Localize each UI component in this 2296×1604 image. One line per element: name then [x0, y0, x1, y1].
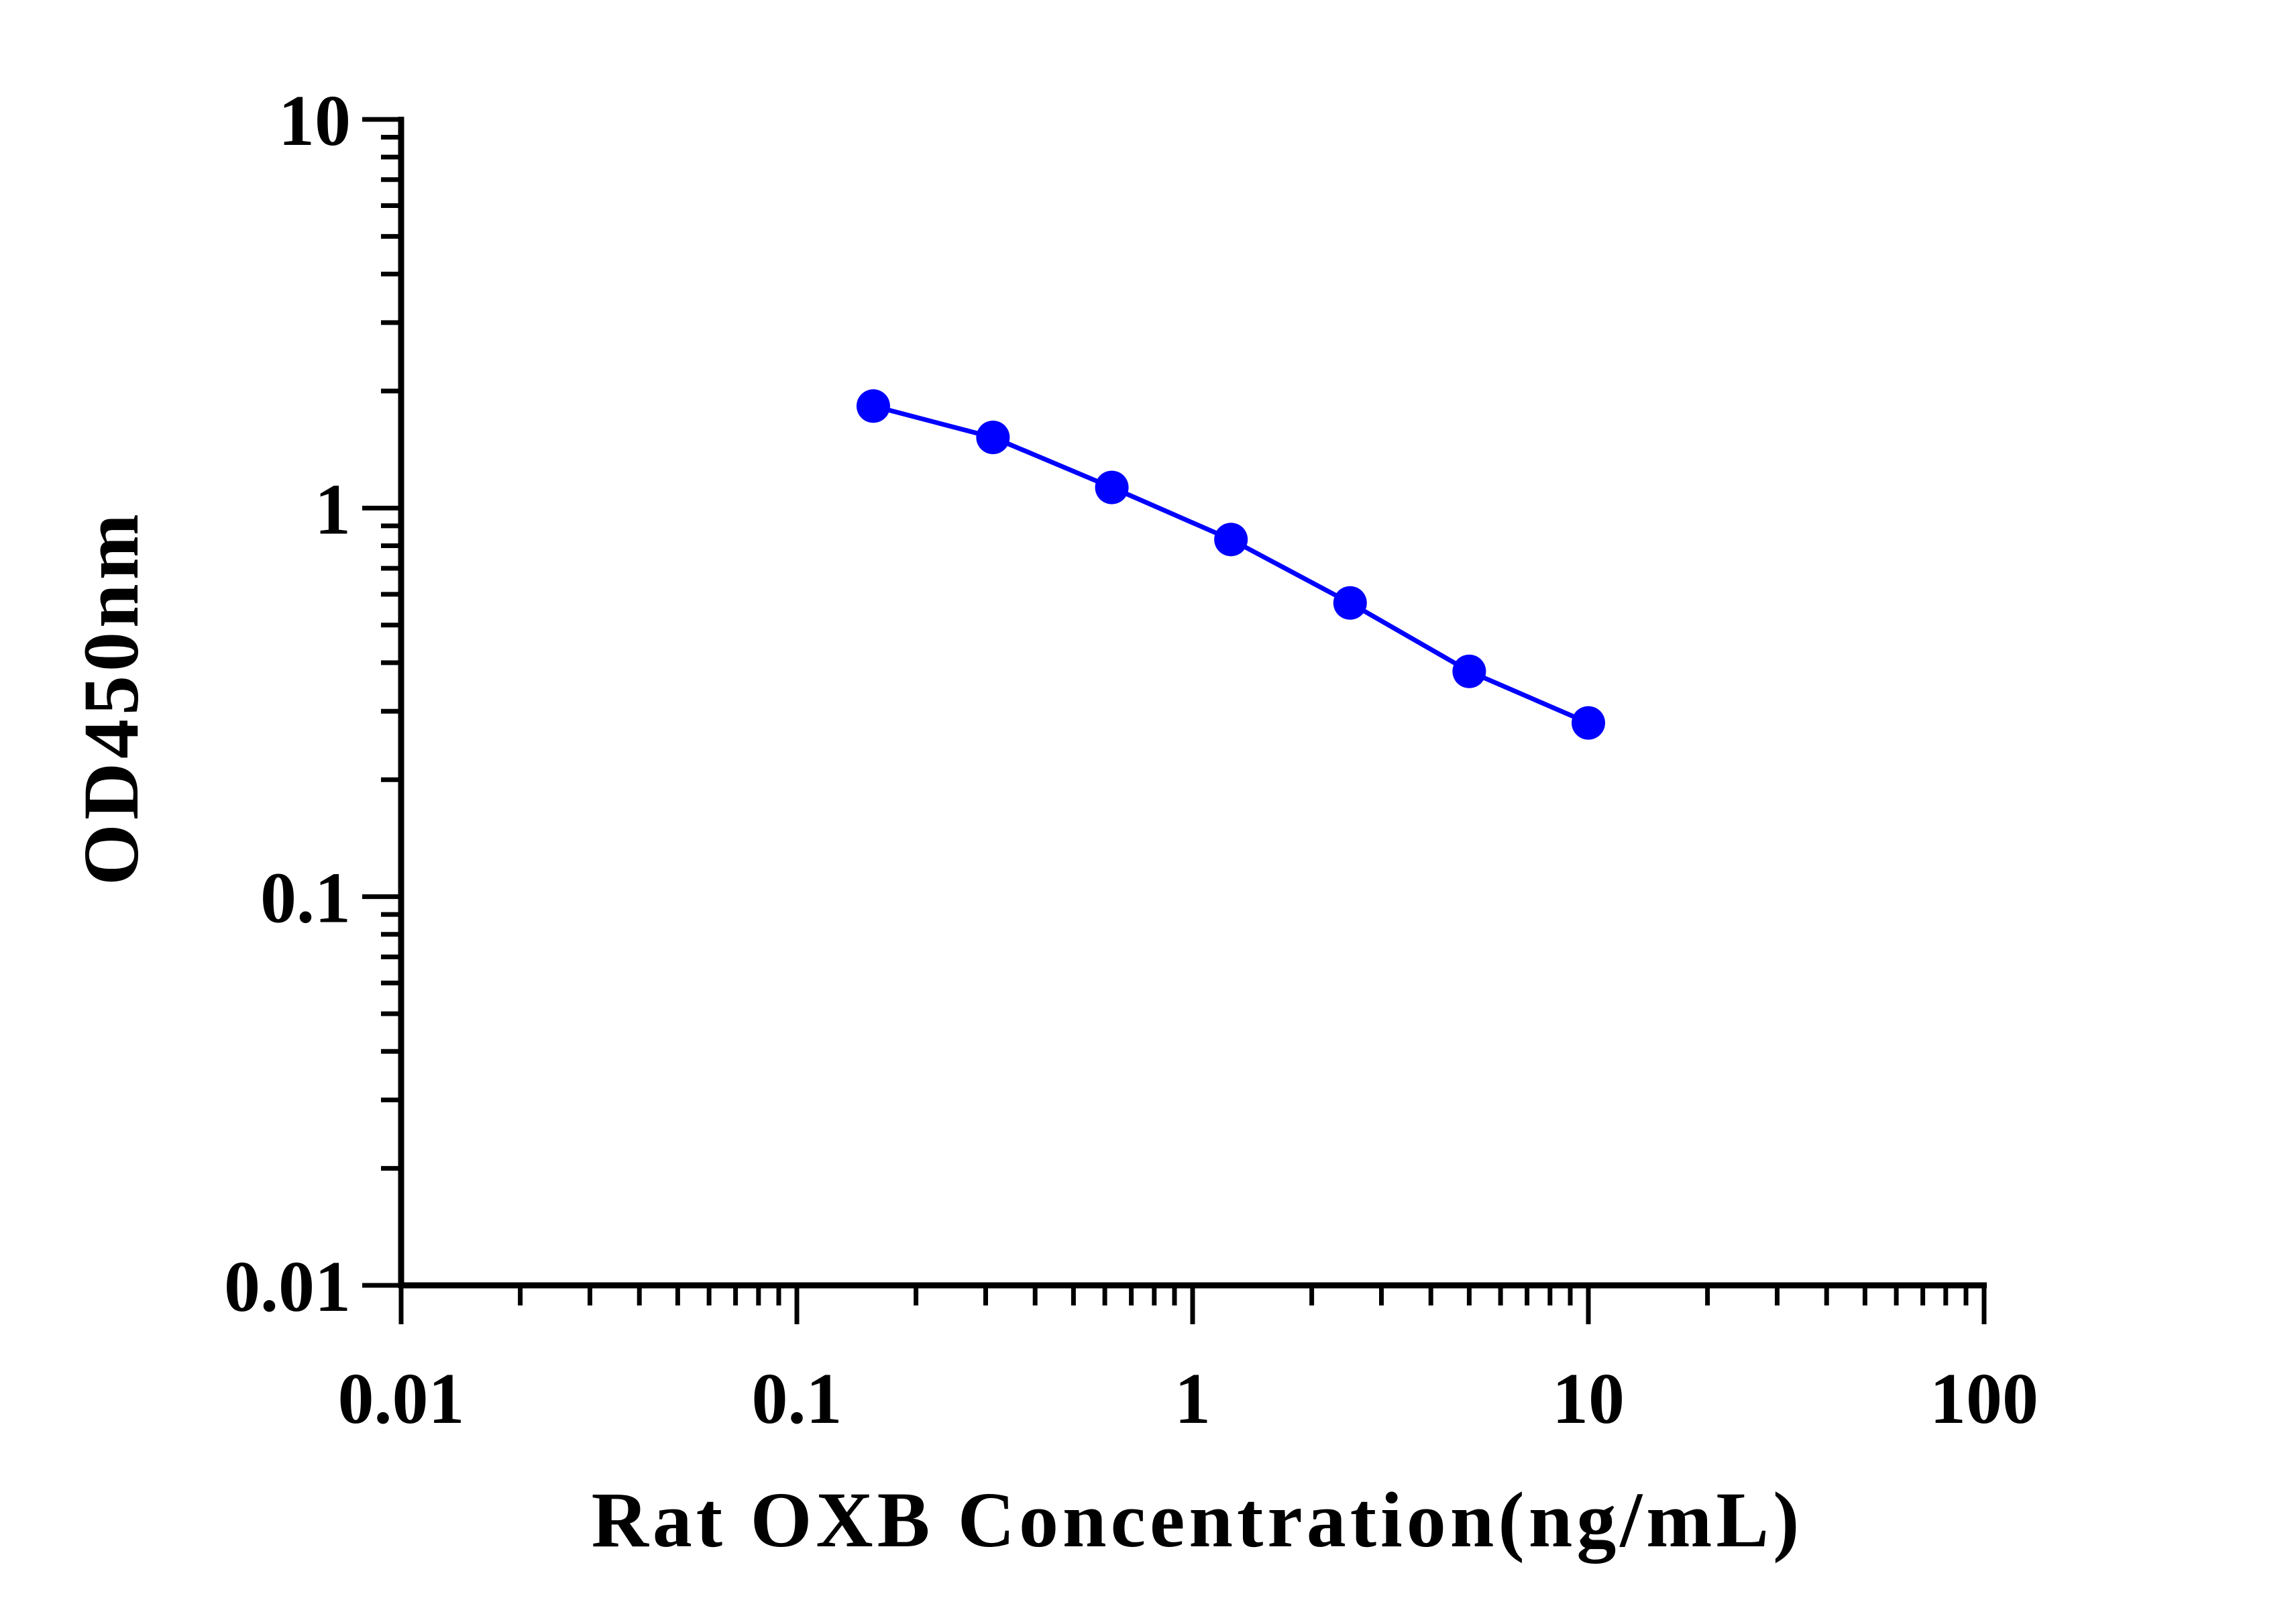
data-point: [976, 420, 1010, 454]
data-series: [856, 389, 1605, 740]
x-tick-label: 0.1: [752, 1359, 842, 1439]
data-point: [1572, 706, 1605, 740]
x-tick-label: 10: [1552, 1359, 1625, 1439]
x-axis-ticks: 0.01 0.1 1 10 100: [338, 1285, 2038, 1439]
data-point: [1214, 523, 1248, 557]
y-tick-label: 1: [315, 470, 351, 549]
y-tick-label: 0.01: [224, 1247, 351, 1327]
y-tick-label: 10: [278, 81, 351, 161]
y-tick-label: 0.1: [260, 859, 351, 939]
y-axis-ticks: 0.01 0.1 1 10: [224, 81, 401, 1327]
axes: [398, 117, 1987, 1289]
y-axis-title: OD450nm: [67, 510, 155, 886]
data-point: [856, 389, 890, 423]
x-tick-label: 1: [1174, 1359, 1211, 1439]
data-point: [1095, 470, 1129, 504]
data-point: [1333, 586, 1367, 620]
x-tick-label: 0.01: [338, 1359, 465, 1439]
x-axis-title: Rat OXB Concentration(ng/mL): [592, 1476, 1804, 1564]
data-point: [1452, 654, 1486, 688]
x-tick-label: 100: [1930, 1359, 2038, 1439]
